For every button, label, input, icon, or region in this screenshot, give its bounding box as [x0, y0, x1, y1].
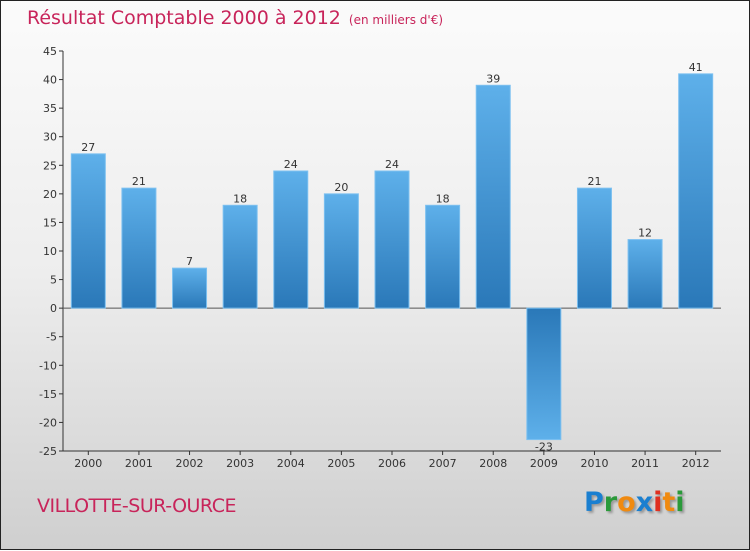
- x-tick-label: 2010: [580, 457, 608, 470]
- bar-2004: [273, 170, 309, 309]
- x-tick-label: 2003: [226, 457, 254, 470]
- x-tick-label: 2008: [479, 457, 507, 470]
- x-tick-label: 2006: [378, 457, 406, 470]
- y-tick-label: 40: [43, 74, 57, 87]
- data-label: 24: [284, 158, 298, 171]
- x-tick-label: 2005: [327, 457, 355, 470]
- y-tick-label: 45: [43, 45, 57, 58]
- commune-name: VILLOTTE-SUR-OURCE: [37, 495, 236, 517]
- data-label: 24: [385, 158, 399, 171]
- bar-2012: [678, 73, 714, 309]
- data-label: 18: [436, 192, 450, 205]
- x-tick-label: 2011: [631, 457, 659, 470]
- title-text: Résultat Comptable 2000 à 2012: [27, 7, 341, 29]
- bar-2002: [172, 267, 208, 309]
- data-label: 21: [132, 175, 146, 188]
- y-tick-label: 5: [50, 274, 57, 287]
- data-label: 39: [486, 72, 500, 85]
- data-label: 20: [334, 181, 348, 194]
- y-tick-label: 25: [43, 159, 57, 172]
- data-label: -23: [535, 441, 553, 454]
- chart-subtitle: (en milliers d'€): [348, 13, 444, 27]
- chart-title: Résultat Comptable 2000 à 2012 (en millie…: [27, 7, 443, 29]
- bar-2006: [374, 170, 410, 309]
- proxiti-logo: Proxiti: [584, 487, 685, 518]
- y-tick-label: 20: [43, 188, 57, 201]
- y-tick-label: 10: [43, 245, 57, 258]
- bar-2010: [576, 187, 612, 309]
- y-tick-label: -25: [39, 445, 57, 458]
- x-tick-label: 2009: [530, 457, 558, 470]
- bar-2005: [323, 193, 359, 309]
- data-label: 27: [81, 141, 95, 154]
- y-tick-label: 35: [43, 102, 57, 115]
- x-tick-label: 2012: [682, 457, 710, 470]
- y-tick-label: 0: [50, 302, 57, 315]
- y-tick-label: -10: [39, 359, 57, 372]
- y-tick-label: -15: [39, 388, 57, 401]
- data-label: 21: [587, 175, 601, 188]
- bar-2009: [526, 307, 562, 441]
- x-tick-label: 2000: [74, 457, 102, 470]
- bar-2007: [425, 204, 461, 309]
- bar-2003: [222, 204, 258, 309]
- y-tick-label: -5: [46, 331, 57, 344]
- y-tick-label: 15: [43, 216, 57, 229]
- data-label: 41: [689, 61, 703, 74]
- x-tick-label: 2007: [429, 457, 457, 470]
- bar-2000: [70, 153, 106, 309]
- data-label: 18: [233, 192, 247, 205]
- x-tick-label: 2001: [125, 457, 153, 470]
- data-label: 7: [186, 255, 193, 268]
- y-tick-label: 30: [43, 131, 57, 144]
- x-tick-label: 2002: [176, 457, 204, 470]
- y-tick-label: -20: [39, 416, 57, 429]
- x-tick-label: 2004: [277, 457, 305, 470]
- bar-2011: [627, 239, 663, 309]
- bar-2001: [121, 187, 157, 309]
- data-label: 12: [638, 227, 652, 240]
- bar-2008: [475, 84, 511, 309]
